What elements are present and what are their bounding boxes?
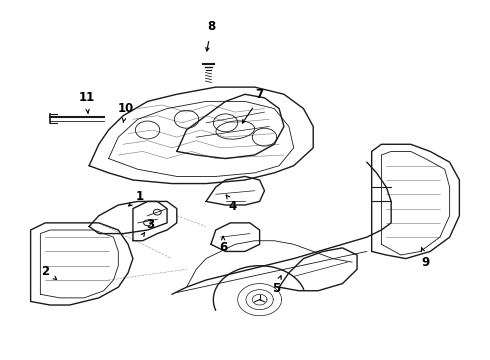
Text: 7: 7 xyxy=(256,88,264,101)
Text: 6: 6 xyxy=(219,241,227,255)
Text: 2: 2 xyxy=(41,265,49,278)
Text: 11: 11 xyxy=(78,91,95,104)
Text: 4: 4 xyxy=(229,200,237,213)
Text: 1: 1 xyxy=(136,190,145,203)
Text: 10: 10 xyxy=(118,102,134,115)
Text: 8: 8 xyxy=(207,20,215,33)
Text: 9: 9 xyxy=(421,256,429,269)
Text: 5: 5 xyxy=(272,283,281,296)
Text: 3: 3 xyxy=(146,218,154,231)
